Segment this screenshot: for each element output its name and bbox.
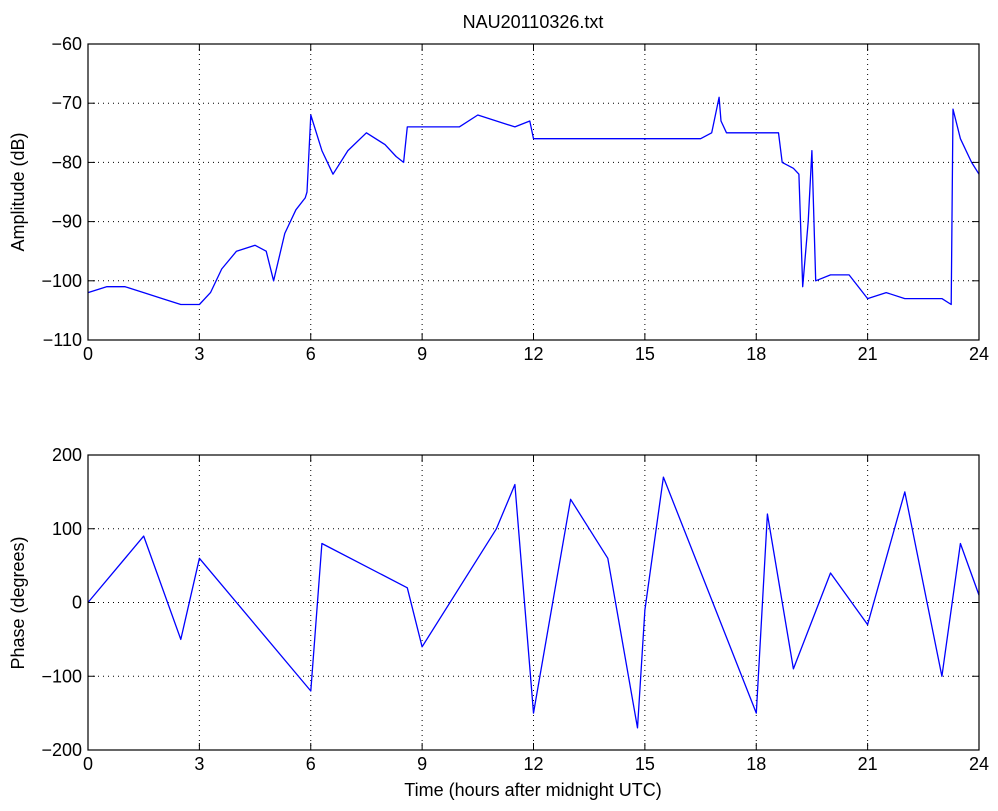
top-x-tick-label: 12 bbox=[523, 344, 543, 364]
bottom-y-tick-label: −100 bbox=[41, 666, 82, 686]
bottom-x-tick-label: 9 bbox=[417, 754, 427, 774]
bottom-x-tick-label: 21 bbox=[858, 754, 878, 774]
top-y-tick-label: −110 bbox=[43, 330, 82, 350]
bottom-x-tick-label: 3 bbox=[194, 754, 204, 774]
bottom-y-tick-label: −200 bbox=[41, 740, 82, 760]
top-y-tick-label: −80 bbox=[51, 152, 82, 172]
bottom-x-tick-label: 18 bbox=[746, 754, 766, 774]
bottom-series-line bbox=[87, 476, 980, 729]
top-x-tick-label: 15 bbox=[635, 344, 655, 364]
bottom-x-tick-label: 12 bbox=[523, 754, 543, 774]
top-x-tick-label: 9 bbox=[417, 344, 427, 364]
top-x-tick-label: 24 bbox=[969, 344, 989, 364]
bottom-x-tick-label: 24 bbox=[969, 754, 989, 774]
bottom-plot-phase: 0 3 6 9 12 15 18 21 24 −200 −100 0 100 200 bbox=[41, 445, 989, 774]
top-plot-amplitude: 0 3 6 9 12 15 18 21 24 −110 −100 −90 −80 −70 −60 bbox=[41, 34, 989, 364]
bottom-x-tick-label: 15 bbox=[635, 754, 655, 774]
top-x-tick-label: 18 bbox=[746, 344, 766, 364]
top-x-tick-label: 3 bbox=[194, 344, 204, 364]
top-x-tick-label: 0 bbox=[83, 344, 93, 364]
top-y-tick-label: −90 bbox=[51, 212, 82, 232]
bottom-y-tick-label: 0 bbox=[72, 593, 82, 613]
bottom-y-tick-label: 100 bbox=[52, 519, 82, 539]
top-axes-box bbox=[87, 43, 980, 341]
top-series-line bbox=[87, 96, 980, 306]
bottom-y-axis-label: Phase (degrees) bbox=[8, 536, 28, 669]
top-y-axis-label: Amplitude (dB) bbox=[8, 132, 28, 251]
top-y-tick-label: −60 bbox=[51, 34, 82, 54]
top-y-tick-label: −70 bbox=[51, 93, 82, 113]
top-y-tick-label: −100 bbox=[41, 271, 82, 291]
bottom-y-tick-label: 200 bbox=[52, 445, 82, 465]
bottom-x-axis-label: Time (hours after midnight UTC) bbox=[404, 780, 661, 800]
bottom-x-tick-label: 6 bbox=[306, 754, 316, 774]
top-x-tick-label: 21 bbox=[858, 344, 878, 364]
bottom-x-tick-label: 0 bbox=[83, 754, 93, 774]
top-chart-title: NAU20110326.txt bbox=[463, 12, 604, 32]
top-x-tick-label: 6 bbox=[306, 344, 316, 364]
